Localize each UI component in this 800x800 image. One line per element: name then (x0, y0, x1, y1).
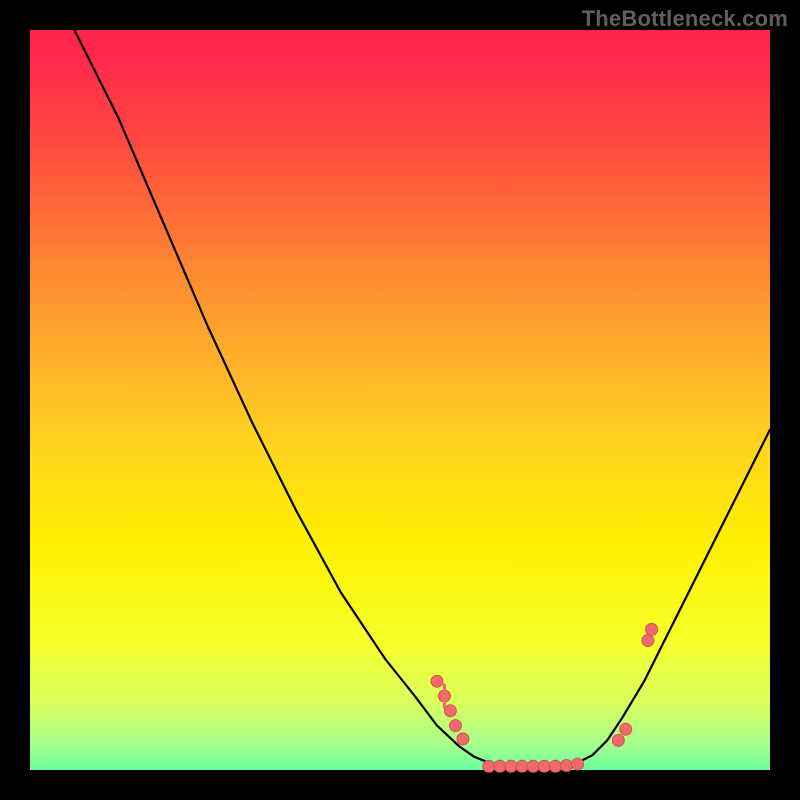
data-point-marker (572, 758, 584, 770)
watermark-text: TheBottleneck.com (582, 6, 788, 32)
data-point-marker (505, 760, 517, 772)
data-point-marker (516, 760, 528, 772)
chart-container: TheBottleneck.com (0, 0, 800, 800)
data-point-marker (561, 760, 573, 772)
data-point-marker (642, 635, 654, 647)
data-point-marker (527, 760, 539, 772)
data-point-marker (538, 760, 550, 772)
data-point-marker (450, 720, 462, 732)
data-point-marker (483, 760, 495, 772)
data-point-marker (431, 675, 443, 687)
data-point-marker (549, 760, 561, 772)
data-point-marker (457, 733, 469, 745)
data-point-marker (612, 734, 624, 746)
data-point-marker (620, 723, 632, 735)
chart-plot (0, 0, 800, 800)
data-point-marker (646, 623, 658, 635)
data-point-marker (494, 760, 506, 772)
data-point-marker (444, 705, 456, 717)
